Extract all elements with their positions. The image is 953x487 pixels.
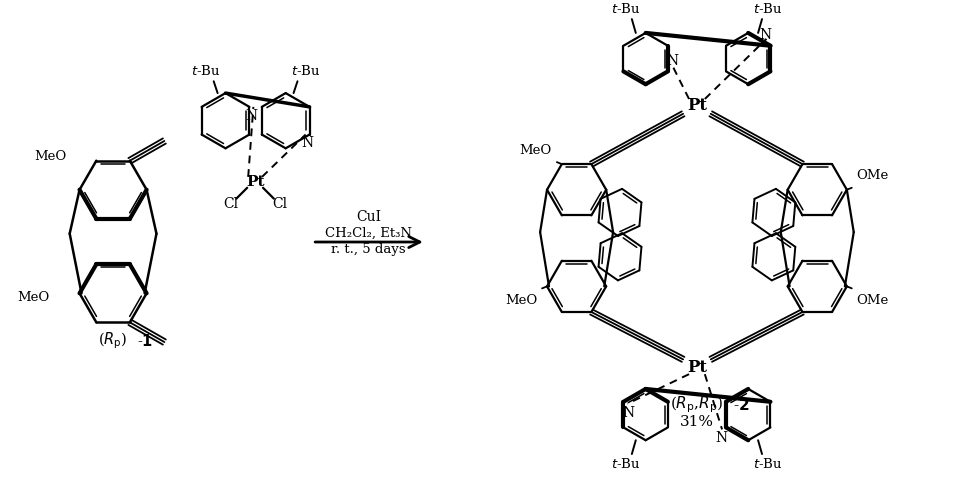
Text: OMe: OMe — [856, 294, 888, 307]
Text: Cl: Cl — [223, 197, 237, 210]
Text: N: N — [759, 28, 771, 42]
Text: $t$-Bu: $t$-Bu — [753, 457, 781, 471]
Text: N: N — [301, 136, 314, 150]
Text: Cl: Cl — [272, 197, 287, 210]
Text: $t$-Bu: $t$-Bu — [191, 64, 220, 78]
Text: Pt: Pt — [686, 97, 706, 114]
Text: MeO: MeO — [18, 291, 50, 304]
Text: MeO: MeO — [34, 150, 67, 163]
Text: $t$-Bu: $t$-Bu — [753, 2, 781, 16]
Text: 31%: 31% — [679, 415, 713, 430]
Text: ($R_\mathrm{p}$): ($R_\mathrm{p}$) — [98, 330, 128, 351]
Text: Pt: Pt — [246, 175, 264, 189]
Text: MeO: MeO — [504, 294, 537, 307]
Text: -$\mathbf{1}$: -$\mathbf{1}$ — [136, 333, 152, 349]
Text: $t$-Bu: $t$-Bu — [291, 64, 320, 78]
Text: N: N — [621, 406, 634, 420]
Text: CuI: CuI — [355, 210, 380, 225]
Text: CH₂Cl₂, Et₃N: CH₂Cl₂, Et₃N — [325, 226, 412, 240]
Text: Pt: Pt — [686, 359, 706, 376]
Text: $t$-Bu: $t$-Bu — [611, 2, 640, 16]
Text: -$\mathbf{2}$: -$\mathbf{2}$ — [732, 397, 749, 413]
Text: N: N — [666, 54, 679, 68]
Text: ($R_\mathrm{p}$,$R_\mathrm{p}$): ($R_\mathrm{p}$,$R_\mathrm{p}$) — [670, 394, 722, 415]
Text: $t$-Bu: $t$-Bu — [611, 457, 640, 471]
Text: N: N — [245, 109, 257, 123]
Text: MeO: MeO — [519, 144, 552, 157]
Text: OMe: OMe — [856, 169, 888, 183]
Text: N: N — [714, 431, 726, 445]
Text: r. t., 5 days: r. t., 5 days — [331, 244, 405, 256]
